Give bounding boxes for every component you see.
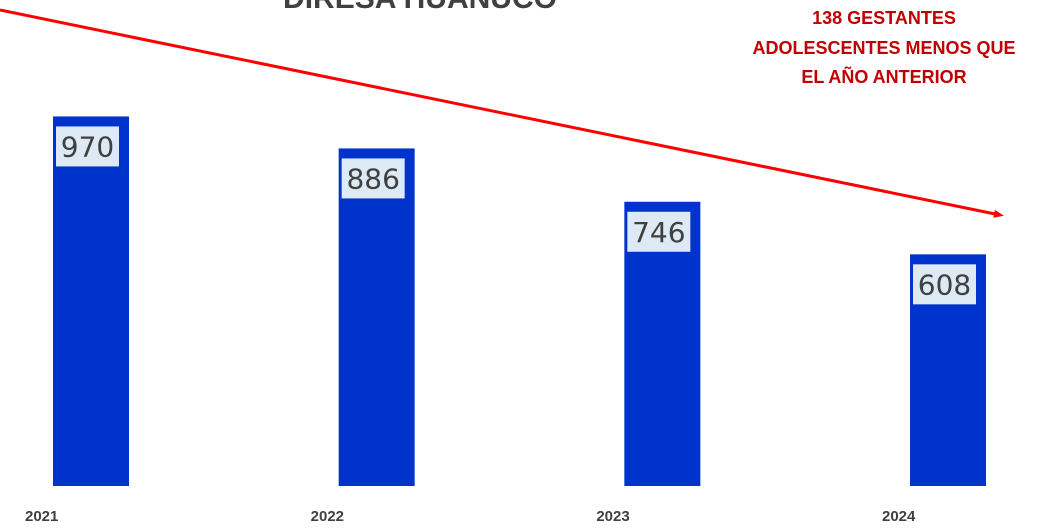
data-label-2024: 608: [918, 268, 971, 301]
data-label-2022: 886: [346, 162, 399, 195]
x-tick-2022: 2022: [311, 508, 344, 525]
trend-arrow: [0, 8, 1004, 218]
x-tick-2023: 2023: [596, 508, 629, 525]
annotation-line-1: 138 GESTANTES: [812, 8, 956, 28]
annotation-line-2: ADOLESCENTES MENOS QUE: [752, 38, 1015, 58]
data-label-box-2024: [913, 264, 977, 305]
data-label-2021: 970: [61, 130, 114, 163]
data-label-box-2022: [341, 158, 405, 199]
chart-title: DIRESA HUÁNUCO: [283, 0, 557, 15]
bar-2022: [338, 148, 415, 486]
x-tick-2021: 2021: [25, 508, 58, 525]
annotation-line-3: EL AÑO ANTERIOR: [801, 66, 966, 87]
data-label-2023: 746: [632, 216, 685, 249]
data-label-box-2023: [627, 211, 691, 252]
x-tick-2024: 2024: [882, 508, 916, 525]
annotation-text: 138 GESTANTES ADOLESCENTES MENOS QUE EL …: [752, 8, 1015, 87]
data-label-box-2021: [56, 126, 119, 167]
bar-2021: [53, 116, 129, 487]
